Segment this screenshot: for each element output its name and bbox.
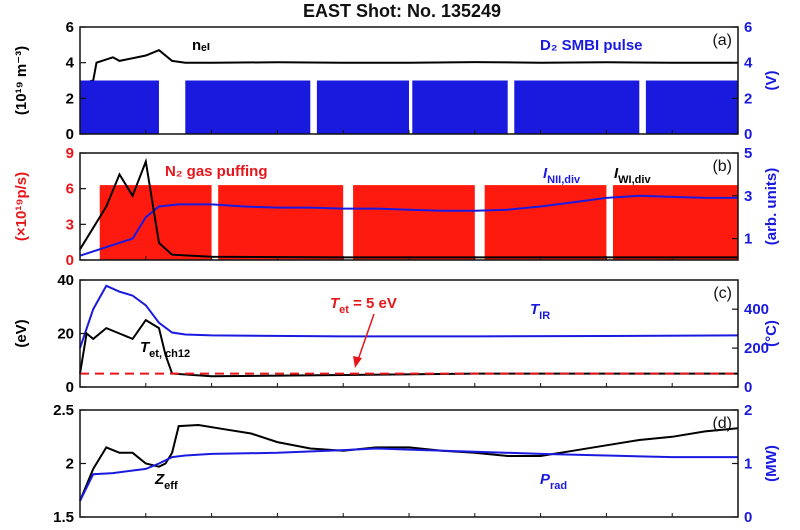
panel-b-left-tick-3: 3 [66,216,74,233]
series-d-smbi-pulse-segment-0 [80,80,159,134]
panel-c-left-tick-20: 20 [57,326,74,343]
panel-d-right-axis: 0 1 2 (MW) [732,402,780,526]
panel-c-left-axis-label: (eV) [13,319,30,347]
panel-a-right-tick-6: 6 [744,19,752,36]
series-z-eff [79,423,739,502]
panel-b-right-tick-1: 1 [744,231,752,248]
panel-b-annotation-wi: IWI,div [614,165,651,186]
panel-a-annotation-smbi: D₂ SMBI pulse [540,37,643,54]
panel-b-right-axis: 1 3 5 (arb. units) [732,145,780,248]
panel-a: 0 2 4 6 (10¹⁹ m⁻³) 0 2 4 6 (V) (a) nₑₗ D₂ SMBI pulse [13,19,780,143]
panel-d-right-tick-1: 1 [744,456,752,473]
panel-b: 0 3 6 9 (×10¹⁹p/s) 1 3 5 (arb. units) (b) N₂ gas p… [13,145,780,269]
panel-c-right-tick-0: 0 [744,379,752,396]
panel-d-left-tick-2-5: 2.5 [53,402,74,419]
panel-d-right-tick-2: 2 [744,402,752,419]
series-d-smbi-pulse-segment-2 [316,80,409,134]
panel-b-label: (b) [712,158,732,175]
panel-b-left-axis-label: (×10¹⁹p/s) [13,172,30,241]
panel-a-right-tick-0: 0 [744,126,752,143]
series-n-gas-puffing-segment-3 [484,185,607,260]
panel-c-label: (c) [713,285,732,302]
panel-a-left-tick-6: 6 [66,19,74,36]
panel-c-right-axis-label: (°C) [763,320,780,347]
panel-c-right-axis: 0 200 400 (°C) [732,301,780,396]
panel-c-right-tick-400: 400 [744,301,769,318]
panel-d-right-axis-label: (MW) [763,445,780,482]
panel-c-annotation-tet: Tet, ch12 [140,339,190,360]
panel-d-annotation-prad: Prad [540,471,567,492]
series-p-rad [79,447,738,502]
panel-c-annotation-tet5: Tet = 5 eV [330,295,397,316]
panel-a-label: (a) [712,32,732,49]
series-d-smbi-pulse [80,80,738,134]
panel-a-right-axis: 0 2 4 6 (V) [732,19,780,143]
series-n-gas-puffing-segment-2 [353,185,475,260]
panel-b-left-tick-0: 0 [66,252,74,269]
panel-a-right-tick-4: 4 [744,55,753,72]
panel-a-right-tick-2: 2 [744,90,752,107]
tet-annotation-arrowhead [353,356,362,368]
figure-title: EAST Shot: No. 135249 [303,1,501,21]
series-t-ir [79,284,739,349]
panel-b-left-tick-6: 6 [66,181,74,198]
panel-a-right-axis-label: (V) [763,71,780,91]
panel-b-annotation-n2: N₂ gas puffing [165,163,268,180]
series-d-smbi-pulse-segment-5 [645,80,738,134]
panel-d-left-tick-2: 2 [66,456,74,473]
panel-a-left-tick-4: 4 [66,55,75,72]
panel-b-right-tick-3: 3 [744,188,752,205]
panel-c-left-tick-40: 40 [57,272,74,289]
panel-b-annotation-nii: INII,div [543,165,581,186]
panel-d: 1.5 2 2.5 0 1 2 (MW) (d) Zeff Prad [53,402,780,526]
panel-a-left-tick-2: 2 [66,90,74,107]
panel-b-right-axis-label: (arb. units) [763,168,780,246]
panel-d-annotation-zeff: Zeff [154,471,178,492]
panel-a-left-tick-0: 0 [66,126,74,143]
panel-c-annotation-tir: TIR [530,301,550,322]
panel-d-label: (d) [712,415,732,432]
series-d-smbi-pulse-segment-1 [185,80,311,134]
panel-b-right-tick-5: 5 [744,145,752,162]
series-d-smbi-pulse-segment-3 [412,80,508,134]
panel-c-left-tick-0: 0 [66,379,74,396]
panel-d-left-axis: 1.5 2 2.5 [53,402,86,526]
panel-b-left-tick-9: 9 [66,145,74,162]
panel-c: 0 20 40 (eV) 0 200 400 (°C) (c) Tet = 5 eV TIR Tet,… [13,272,780,396]
panel-b-left-axis: 0 3 6 9 (×10¹⁹p/s) [13,145,86,269]
series-i-wi-div [79,157,738,259]
tet-annotation-arrow [357,313,375,361]
panel-d-right-tick-0: 0 [744,509,752,526]
series-n-gas-puffing-segment-1 [218,185,344,260]
panel-a-left-axis: 0 2 4 6 (10¹⁹ m⁻³) [13,19,86,143]
panel-c-right-tick-200: 200 [744,340,769,357]
panel-d-left-tick-1-5: 1.5 [53,509,74,526]
series-d-smbi-pulse-segment-4 [514,80,640,134]
panel-a-left-axis-label: (10¹⁹ m⁻³) [13,46,30,115]
panel-c-left-axis: 0 20 40 (eV) [13,272,86,396]
series-i-nii-div [79,194,738,257]
series-n [79,49,738,86]
panel-a-annotation-ne: nₑₗ [192,37,210,54]
